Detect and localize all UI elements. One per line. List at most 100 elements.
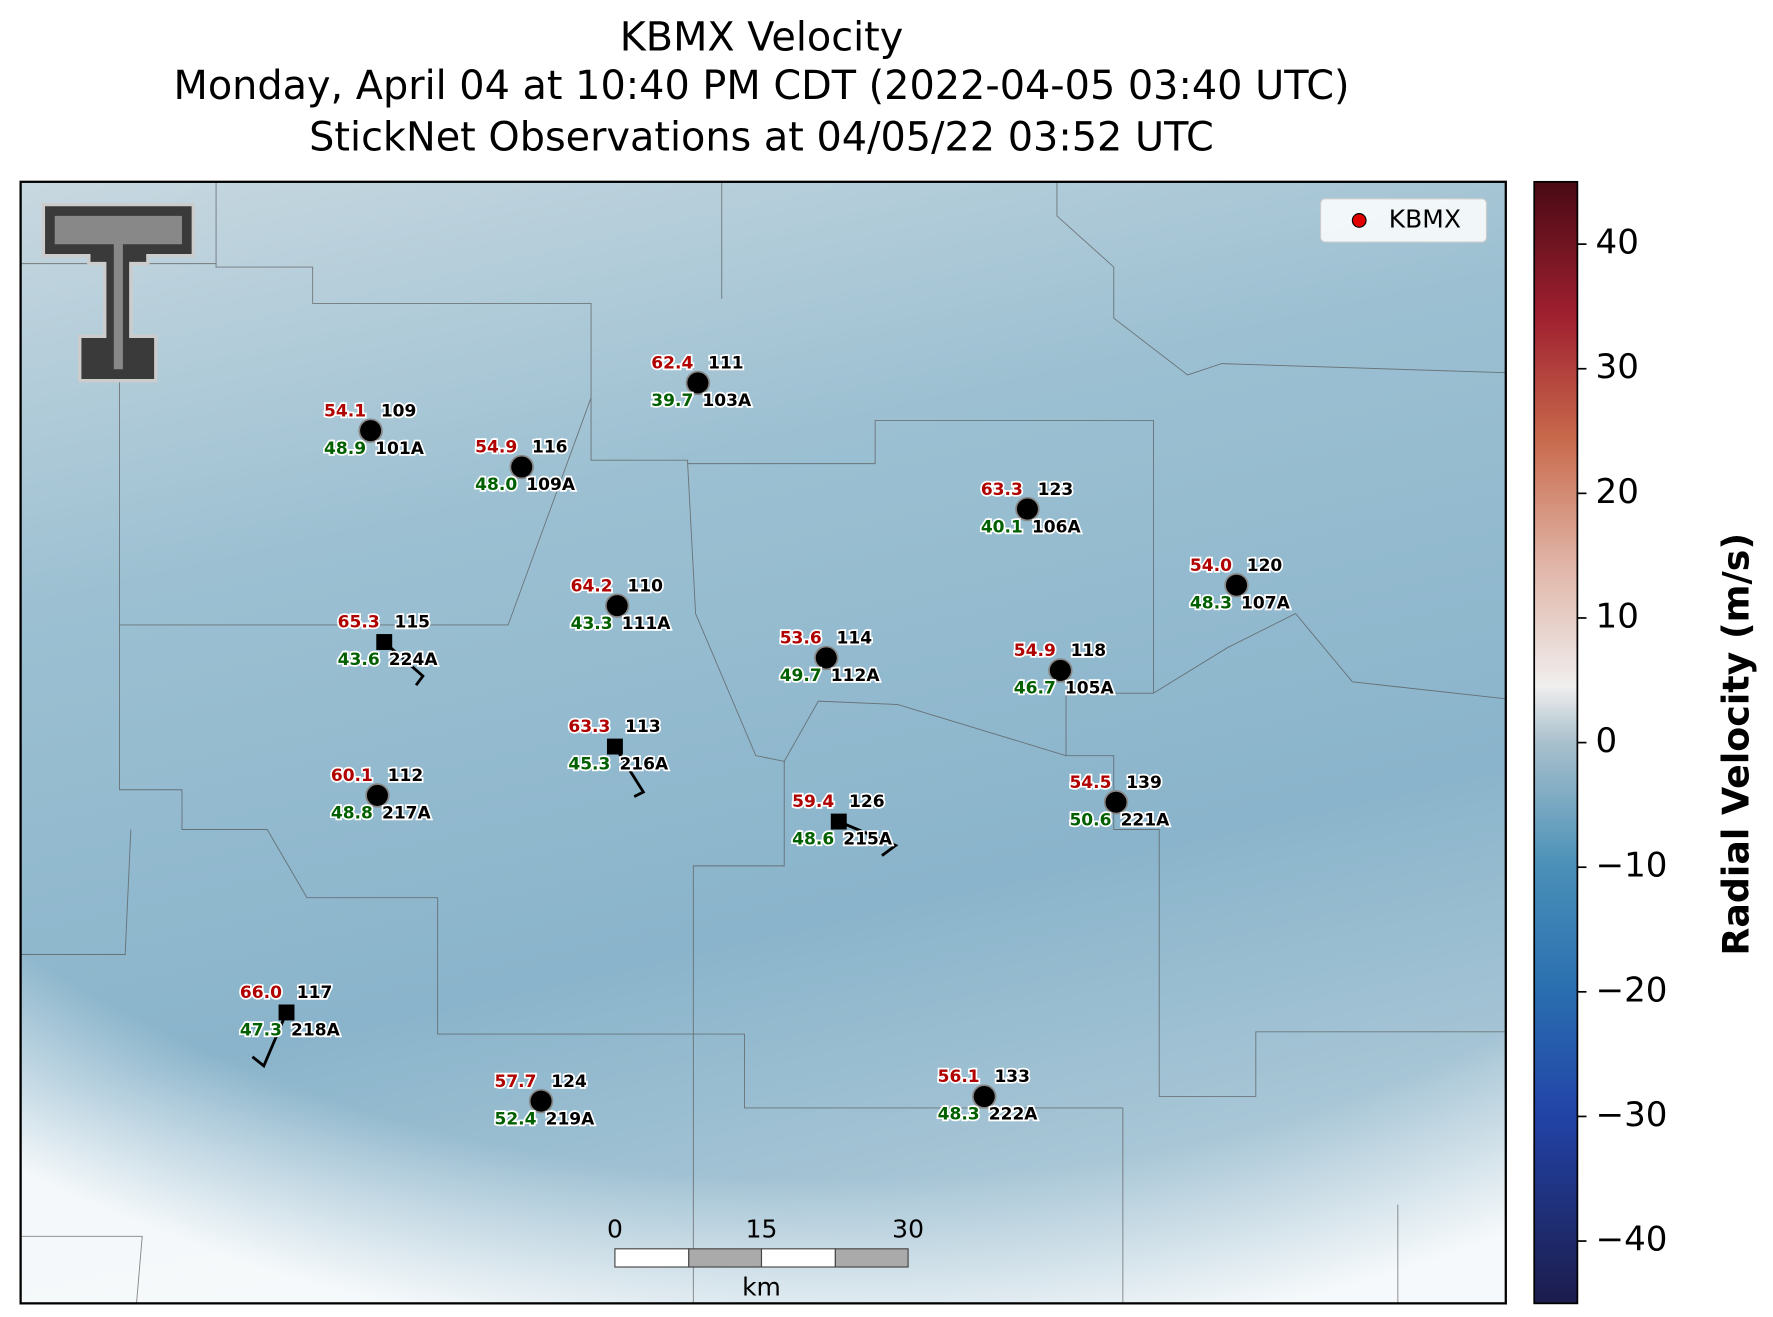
station-number: 110 [627,576,663,596]
station: 65.3 115 43.6 224A [336,611,440,672]
station-red-value: 66.0 [240,983,282,1003]
scale-label: 30 [892,1215,924,1244]
station-id: 219A [546,1109,596,1129]
station: 63.3 123 40.1 106A [979,478,1083,539]
subtitle: Monday, April 04 at 10:40 PM CDT (2022-0… [174,63,1350,109]
station-number: 123 [1038,480,1074,500]
radar-edge [20,181,1506,1304]
station-green-value: 48.6 [792,830,834,850]
station: 54.5 139 50.6 221A [1068,771,1172,832]
station-number: 117 [297,983,333,1003]
station-number: 139 [1126,773,1162,793]
station-marker [685,370,711,396]
station-red-value: 56.1 [938,1067,980,1087]
colorbar-tick-label: 10 [1596,596,1639,636]
station: 59.4 126 48.6 215A [790,791,894,852]
station-number: 120 [1247,556,1283,576]
station-id: 216A [619,755,669,775]
station-red-value: 53.6 [780,629,822,649]
station-id: 224A [389,650,439,670]
station-marker [1048,658,1073,683]
station-marker [509,454,534,480]
station-number: 118 [1071,641,1107,661]
station: 66.0 117 47.3 218A [238,981,342,1042]
scale-label: 15 [746,1215,778,1244]
station-red-value: 64.2 [571,576,613,596]
station-number: 113 [625,717,661,737]
colorbar-tick-label: −40 [1596,1220,1668,1260]
legend-marker [1351,213,1367,228]
station-id: 105A [1065,679,1115,699]
station: 64.2 110 43.3 111A [569,575,673,636]
station-green-value: 52.4 [494,1109,536,1129]
station: 60.1 112 48.8 217A [329,764,433,825]
station: 63.3 113 45.3 216A [567,716,671,777]
station-green-value: 47.3 [240,1021,282,1041]
station-green-value: 48.3 [938,1105,980,1125]
station-marker [1015,496,1040,522]
colorbar-label: Radial Velocity (m/s) [1715,533,1758,956]
station-id: 106A [1032,517,1082,537]
station-marker [1224,572,1249,598]
station-green-value: 39.7 [651,391,693,411]
station-id: 221A [1121,810,1171,830]
colorbar-tick-label: −20 [1596,970,1668,1010]
station-id: 109A [526,475,576,495]
station-green-value: 48.0 [475,475,517,495]
station: 57.7 124 52.4 219A [493,1070,597,1131]
station-green-value: 43.6 [338,650,380,670]
station-red-value: 54.5 [1069,773,1111,793]
station-marker [528,1088,554,1114]
station: 53.6 114 49.7 112A [778,627,882,688]
station-number: 109 [381,401,417,421]
station-red-value: 59.4 [792,792,834,812]
colorbar-gradient [1533,180,1579,1305]
station-number: 133 [994,1067,1030,1087]
station-id: 222A [989,1105,1039,1125]
colorbar-tick-label: −10 [1596,846,1668,886]
station-marker [376,634,393,650]
station: 54.9 118 46.7 105A [1012,639,1116,700]
station-green-value: 48.3 [1190,593,1232,613]
station: 54.9 116 48.0 109A [473,436,577,497]
station-red-value: 54.1 [324,401,366,421]
scale-bar: 0 15 30 km [607,1215,924,1302]
subtitle: StickNet Observations at 04/05/22 03:52 … [309,114,1214,160]
station-red-value: 65.3 [338,613,380,633]
station-red-value: 63.3 [568,717,610,737]
station: 54.1 109 48.9 101A [322,400,426,461]
map: 54.1 109 48.9 101A 54.9 116 48.0 109A 62.4 111 39.… [19,180,1507,1305]
station-number: 112 [388,766,424,786]
station-red-value: 54.9 [1014,641,1056,661]
station-green-value: 46.7 [1014,679,1056,699]
station-green-value: 49.7 [780,666,822,686]
station-red-value: 54.0 [1190,556,1232,576]
map-frame [19,180,1507,1305]
station-number: 124 [551,1072,587,1092]
station-number: 114 [837,629,873,649]
scale-label: 0 [607,1215,623,1244]
station-green-value: 50.6 [1069,810,1111,830]
legend-label: KBMX [1389,204,1461,233]
station-number: 116 [532,438,568,458]
station-number: 111 [708,354,744,374]
station-id: 215A [843,830,893,850]
title: KBMX Velocity [620,14,904,60]
station-marker [278,1004,295,1021]
station-id: 218A [291,1021,341,1041]
colorbar-tick-label: 30 [1596,347,1639,387]
colorbar-tick-label: −30 [1596,1095,1668,1135]
station-red-value: 54.9 [475,438,517,458]
station-red-value: 63.3 [981,480,1023,500]
station: 54.0 120 48.3 107A [1188,554,1292,615]
station-red-value: 57.7 [494,1072,536,1092]
station-red-value: 60.1 [331,766,373,786]
logo [41,202,196,383]
station-number: 126 [849,792,885,812]
colorbar-tick-label: 0 [1596,721,1618,761]
station-marker [814,645,839,671]
colorbar-tick-label: 20 [1596,472,1639,512]
station-marker [606,738,623,755]
county-lines [20,181,1506,1304]
